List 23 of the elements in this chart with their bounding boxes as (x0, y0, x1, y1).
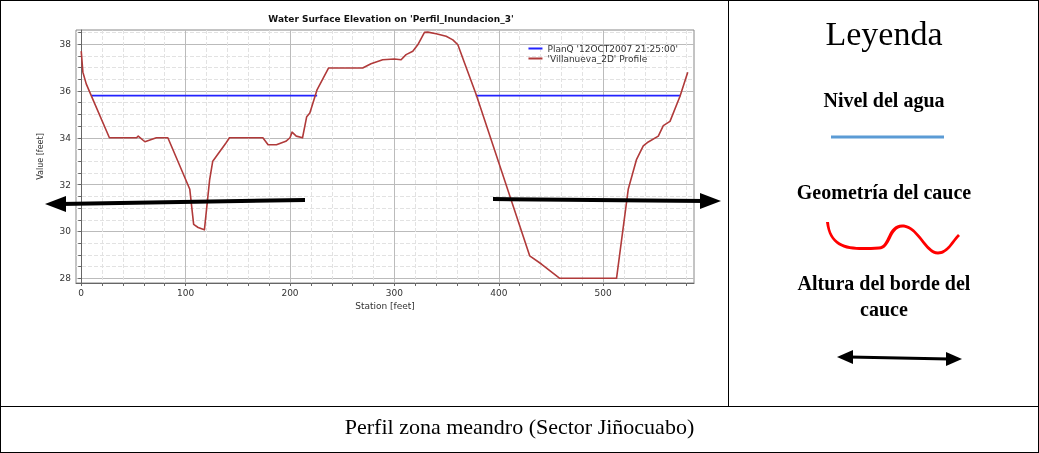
text: Altura del borde del cauce (796, 271, 972, 322)
y-tick-label: 32 (59, 179, 71, 190)
y-tick-label: 30 (59, 226, 72, 237)
y-tick-label: 38 (59, 39, 72, 50)
x-tick-label: 200 (281, 287, 299, 298)
x-tick-label: 100 (177, 287, 195, 298)
text: Leyenda (824, 14, 944, 54)
x-tick-label: 300 (385, 287, 404, 298)
y-tick-label: 28 (59, 273, 72, 284)
y-axis-title: Value [feet] (35, 133, 45, 180)
x-tick-label: 500 (594, 287, 613, 298)
chart-title: Water Surface Elevation on 'Perfil_Inundacion_3' (268, 13, 514, 24)
x-tick-label: 400 (490, 287, 508, 298)
legend-label: 'Villanueva_2D' Profile (547, 53, 648, 64)
x-axis-title: Station [feet] (355, 301, 415, 312)
y-tick-label: 36 (59, 85, 72, 96)
line-series (80, 31, 689, 280)
text: Perfil zona meandro (Sector Jiñocuabo) (343, 413, 696, 441)
text: Nivel del agua (822, 88, 946, 112)
y-tick-label: 34 (59, 132, 72, 143)
legend-label: PlanQ '12OCT2007 21:25:00' (547, 43, 678, 54)
x-tick-label: 0 (78, 287, 85, 298)
text: Geometría del cauce (795, 180, 973, 204)
